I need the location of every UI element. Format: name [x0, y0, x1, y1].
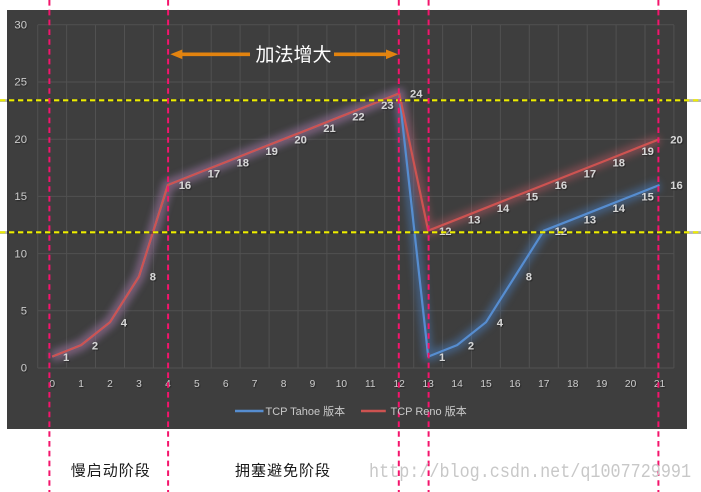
svg-text:10: 10 — [336, 379, 348, 390]
svg-text:8: 8 — [150, 272, 156, 284]
svg-text:4: 4 — [121, 317, 128, 329]
svg-text:15: 15 — [480, 379, 492, 390]
svg-text:1: 1 — [439, 352, 445, 364]
svg-text:21: 21 — [654, 379, 666, 390]
svg-text:2: 2 — [92, 340, 98, 352]
svg-text:1: 1 — [63, 352, 69, 364]
svg-text:加法增大: 加法增大 — [255, 44, 331, 66]
svg-text:慢启动阶段: 慢启动阶段 — [71, 463, 151, 480]
svg-text:拥塞避免阶段: 拥塞避免阶段 — [235, 462, 331, 480]
svg-text:19: 19 — [596, 379, 608, 390]
svg-text:16: 16 — [555, 180, 567, 192]
svg-text:14: 14 — [613, 203, 626, 215]
svg-text:16: 16 — [179, 180, 191, 192]
svg-text:6: 6 — [223, 379, 229, 390]
svg-text:23: 23 — [381, 100, 393, 112]
svg-text:15: 15 — [526, 192, 538, 204]
svg-text:8: 8 — [526, 272, 532, 284]
svg-text:13: 13 — [468, 215, 480, 227]
svg-text:3: 3 — [136, 379, 142, 390]
svg-text:0: 0 — [49, 379, 55, 390]
svg-text:18: 18 — [567, 379, 579, 390]
svg-text:18: 18 — [237, 157, 249, 169]
svg-text:4: 4 — [497, 317, 504, 329]
svg-text:2: 2 — [468, 340, 474, 352]
svg-text:16: 16 — [509, 379, 521, 390]
svg-text:17: 17 — [538, 379, 550, 390]
svg-text:2: 2 — [107, 379, 113, 390]
svg-text:21: 21 — [323, 123, 335, 135]
svg-text:17: 17 — [584, 169, 596, 181]
svg-text:TCP Tahoe 版本: TCP Tahoe 版本 — [266, 404, 346, 418]
svg-text:9: 9 — [310, 379, 316, 390]
svg-text:1: 1 — [78, 379, 84, 390]
svg-text:http://blog.csdn.net/q10077299: http://blog.csdn.net/q1007729991 — [369, 461, 691, 483]
svg-text:20: 20 — [14, 134, 27, 146]
svg-text:13: 13 — [584, 215, 596, 227]
svg-text:10: 10 — [14, 248, 27, 260]
svg-text:7: 7 — [252, 379, 258, 390]
svg-text:18: 18 — [613, 157, 625, 169]
svg-text:19: 19 — [265, 146, 277, 158]
svg-text:15: 15 — [14, 191, 27, 203]
svg-text:24: 24 — [410, 89, 423, 101]
svg-text:5: 5 — [194, 379, 200, 390]
svg-text:15: 15 — [641, 192, 653, 204]
svg-text:8: 8 — [281, 379, 287, 390]
svg-text:20: 20 — [294, 134, 306, 146]
svg-text:17: 17 — [208, 169, 220, 181]
svg-text:14: 14 — [497, 203, 510, 215]
svg-text:TCP Reno 版本: TCP Reno 版本 — [391, 404, 467, 418]
svg-text:20: 20 — [625, 379, 637, 390]
svg-text:11: 11 — [365, 379, 376, 390]
svg-text:19: 19 — [641, 146, 653, 158]
svg-text:5: 5 — [21, 306, 27, 318]
svg-text:22: 22 — [352, 112, 364, 124]
svg-text:25: 25 — [14, 77, 27, 89]
svg-text:20: 20 — [670, 134, 682, 146]
svg-text:30: 30 — [14, 20, 27, 32]
svg-text:14: 14 — [451, 379, 463, 390]
svg-text:16: 16 — [670, 180, 682, 192]
svg-text:0: 0 — [21, 363, 27, 375]
